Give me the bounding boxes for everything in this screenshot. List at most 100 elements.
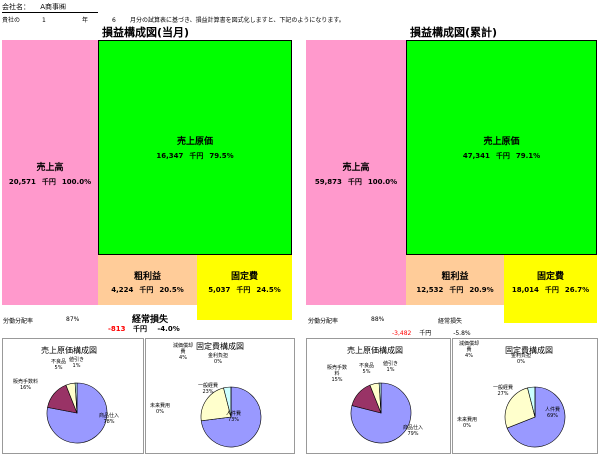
pie-label-discount: 値引き 1%	[383, 361, 399, 373]
ordinary-loss-value: -813 千円 -4.0%	[108, 324, 180, 334]
fixed-amount: 5,037	[208, 286, 231, 294]
pie-slice-値引き	[74, 382, 78, 414]
pie-panel-cogs-cumulative: 売上原価構成図 商品仕入 79% 販売手数料 15% 不良品 5% 値引き 1%	[306, 338, 451, 454]
cumulative-chart-title: 損益構成図(累計)	[410, 26, 498, 39]
ordinary-loss-unit: 千円	[132, 325, 147, 333]
intro-text: 月分の試算表に基づき、損益計算書を図式化しますと、下記のようになります。	[130, 17, 345, 24]
sales-unit: 千円	[41, 178, 56, 186]
pie-panel-fixed-cumulative: 固定費構成図 人件費 69% 未来費用 0% 一般経費 27% 減価償却費 4% 金利負…	[452, 338, 598, 454]
sales-unit: 千円	[347, 178, 362, 186]
cumulative-gross-profit-block: 粗利益 12,532 千円 20.9%	[406, 255, 504, 305]
sales-pct: 100.0%	[61, 178, 92, 186]
cogs-label: 売上原価	[176, 137, 213, 147]
ordinary-loss-pct: -4.0%	[157, 325, 180, 333]
cogs-pct: 79.5%	[209, 152, 234, 160]
fixed-unit: 千円	[236, 286, 251, 294]
pie-label-discount: 値引き 1%	[69, 357, 85, 369]
gross-unit: 千円	[139, 286, 154, 294]
labor-ratio-value: 87%	[66, 316, 80, 323]
pie-label-depreciation: 減価償却費 4%	[458, 341, 479, 359]
sales-value: 20,571 千円 100.0%	[2, 177, 98, 187]
pie-title: 売上原価構成図	[347, 346, 403, 355]
monthly-gross-profit-block: 粗利益 4,224 千円 20.5%	[98, 255, 197, 305]
monthly-cogs-block: 売上原価 16,347 千円 79.5%	[98, 40, 292, 255]
gross-amount: 12,532	[416, 286, 444, 294]
period-year: 1	[42, 17, 46, 24]
cogs-pct: 79.1%	[515, 152, 541, 160]
cogs-amount: 16,347	[156, 152, 184, 160]
fixed-pct: 26.7%	[564, 286, 590, 294]
pie-label-defects: 不良品 5%	[359, 363, 375, 375]
cumulative-fixed-cost-block: 固定費 18,014 千円 26.7%	[504, 255, 597, 323]
fixed-label: 固定費	[536, 272, 564, 282]
ordinary-loss-value: -3,482 千円 -5.8%	[392, 328, 471, 337]
pie-slice-人件費	[506, 386, 566, 448]
cogs-unit: 千円	[189, 152, 204, 160]
ordinary-loss-label: 経常損失	[438, 318, 463, 325]
company-label: 会社名：	[2, 3, 30, 11]
company-name-row: 会社名： A商事㈱	[2, 2, 98, 13]
fixed-amount: 18,014	[511, 286, 539, 294]
pie-label-sales-commission: 販売手数料 16%	[13, 379, 39, 391]
pie-label-personnel: 人件費 73%	[226, 411, 242, 423]
sales-amount: 59,873	[314, 178, 342, 186]
fixed-pct: 24.5%	[256, 286, 281, 294]
pie-label-sales-commission: 販売手数料 15%	[327, 365, 348, 383]
fixed-unit: 千円	[544, 286, 559, 294]
gross-amount: 4,224	[111, 286, 134, 294]
labor-ratio-label: 労働分配率	[3, 318, 34, 325]
cogs-label: 売上原価	[483, 137, 520, 147]
cogs-value: 47,341 千円 79.1%	[407, 151, 596, 161]
year-unit: 年	[82, 17, 89, 24]
pie-label-general-expense: 一般経費 23%	[198, 383, 219, 395]
pie-label-depreciation: 減価償却費 4%	[172, 343, 193, 361]
ordinary-loss-unit: 千円	[419, 330, 432, 337]
cumulative-sales-block: 売上高 59,873 千円 100.0%	[306, 40, 406, 305]
pie-chart-fixed-cumulative	[504, 386, 566, 448]
pie-panel-fixed-monthly: 固定費構成図 人件費 73% 未来費用 0% 一般経費 23% 減価償却費 4% 金利負…	[145, 338, 295, 454]
pie-slice-値引き	[378, 382, 382, 414]
monthly-sales-block: 売上高 20,571 千円 100.0%	[2, 40, 98, 305]
gross-pct: 20.9%	[469, 286, 494, 294]
cogs-amount: 47,341	[462, 152, 490, 160]
sales-label: 売上高	[342, 163, 370, 173]
gross-label: 粗利益	[441, 272, 469, 282]
pie-title: 固定費構成図	[505, 346, 553, 355]
pie-label-goods-purchase: 商品仕入 79%	[403, 425, 424, 437]
intro-sentence: 貴社の 1 年 6 月分の試算表に基づき、損益計算書を図式化しますと、下記のようになりま…	[2, 15, 345, 24]
sales-value: 59,873 千円 100.0%	[306, 177, 406, 187]
ordinary-loss-label: 経常損失	[132, 315, 169, 325]
company-name: A商事㈱	[40, 3, 67, 11]
gross-value: 12,532 千円 20.9%	[406, 285, 504, 295]
monthly-fixed-cost-block: 固定費 5,037 千円 24.5%	[197, 255, 292, 320]
pie-slice-一般経費	[504, 387, 536, 429]
pie-chart-fixed-monthly	[200, 386, 262, 448]
sales-pct: 100.0%	[367, 178, 398, 186]
pie-chart-cogs-cumulative	[350, 382, 412, 444]
cumulative-cogs-block: 売上原価 47,341 千円 79.1%	[406, 40, 597, 255]
monthly-chart-title: 損益構成図(当月)	[102, 26, 190, 39]
pie-label-interest: 金利負担 0%	[208, 353, 229, 365]
pie-slice-商品仕入	[46, 382, 108, 444]
fixed-label: 固定費	[230, 272, 258, 282]
labor-ratio-value: 88%	[371, 316, 385, 323]
period-month: 6	[112, 17, 116, 24]
pie-label-personnel: 人件費 69%	[545, 407, 561, 419]
gross-value: 4,224 千円 20.5%	[98, 285, 197, 295]
ordinary-loss-amount: -3,482	[392, 330, 412, 337]
pie-label-interest: 金利負担 0%	[511, 353, 532, 365]
ordinary-loss-pct: -5.8%	[453, 330, 471, 337]
pie-label-goods-purchase: 商品仕入 78%	[99, 413, 120, 425]
gross-label: 粗利益	[133, 272, 161, 282]
gross-pct: 20.5%	[159, 286, 184, 294]
pie-label-future-expense: 未来費用 0%	[150, 403, 171, 415]
pie-label-general-expense: 一般経費 27%	[493, 385, 514, 397]
fixed-value: 18,014 千円 26.7%	[504, 285, 597, 295]
pie-label-future-expense: 未来費用 0%	[457, 417, 478, 429]
pie-label-defects: 不良品 5%	[51, 359, 67, 371]
pie-panel-cogs-monthly: 売上原価構成図 商品仕入 78% 販売手数料 16% 不良品 5% 値引き 1%	[2, 338, 144, 454]
pie-slice-一般経費	[200, 387, 232, 422]
fixed-value: 5,037 千円 24.5%	[197, 285, 292, 295]
intro-prefix: 貴社の	[2, 17, 21, 24]
pie-title: 売上原価構成図	[41, 346, 97, 355]
